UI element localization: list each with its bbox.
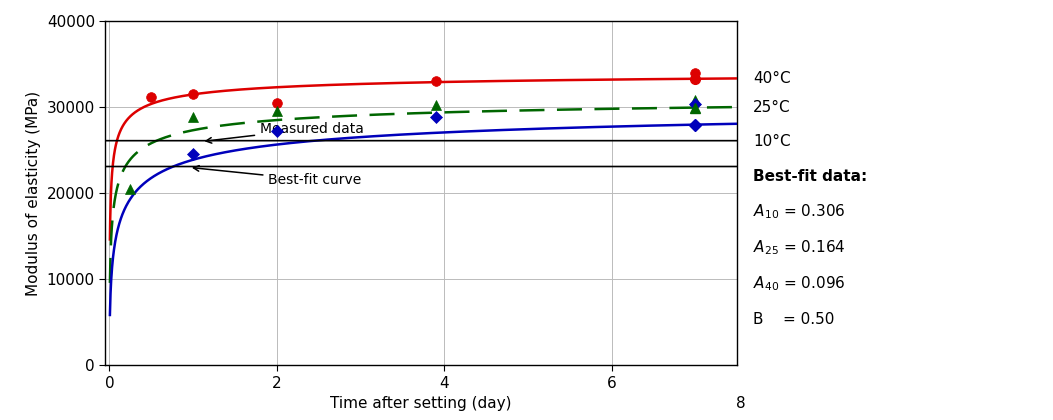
Text: Best-fit data:: Best-fit data: [753, 169, 867, 184]
Text: Best-fit curve: Best-fit curve [194, 165, 362, 187]
Text: 8: 8 [736, 396, 747, 410]
Text: 25°C: 25°C [753, 100, 791, 115]
Y-axis label: Modulus of elasticity (MPa): Modulus of elasticity (MPa) [26, 91, 41, 296]
Text: B    = 0.50: B = 0.50 [753, 312, 834, 327]
Text: $A_{10}$ = 0.306: $A_{10}$ = 0.306 [753, 203, 846, 221]
Text: $A_{25}$ = 0.164: $A_{25}$ = 0.164 [753, 239, 846, 257]
Text: $A_{40}$ = 0.096: $A_{40}$ = 0.096 [753, 274, 846, 293]
Text: Measured data: Measured data [206, 122, 364, 143]
Text: 40°C: 40°C [753, 71, 791, 86]
Text: 10°C: 10°C [753, 134, 791, 149]
X-axis label: Time after setting (day): Time after setting (day) [331, 396, 512, 411]
